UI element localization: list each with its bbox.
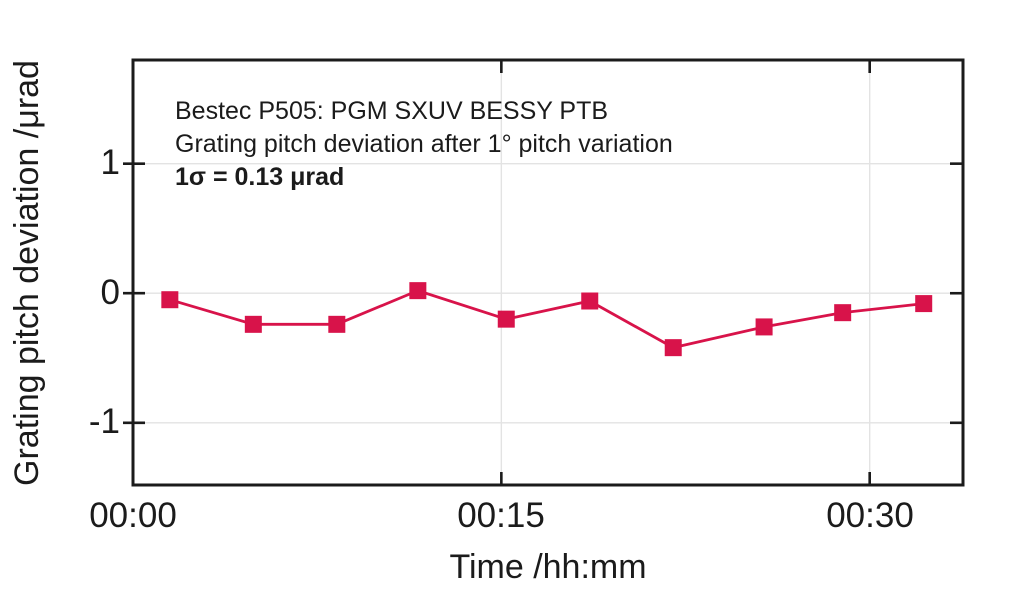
data-marker xyxy=(581,292,599,310)
annotation-sigma: 1σ = 0.13 μrad xyxy=(175,163,345,191)
data-markers xyxy=(161,282,933,357)
x-tick-label-0000: 00:00 xyxy=(89,496,177,535)
data-marker xyxy=(755,318,773,336)
gridlines xyxy=(133,60,963,485)
data-marker xyxy=(915,295,933,313)
data-marker xyxy=(328,315,346,333)
data-marker xyxy=(497,310,515,328)
y-axis-title: Grating pitch deviation /μrad xyxy=(8,60,46,486)
annotation-title: Bestec P505: PGM SXUV BESSY PTB xyxy=(175,97,609,125)
data-line xyxy=(169,289,924,350)
x-tick-label-0030: 00:30 xyxy=(826,496,914,535)
tick-marks xyxy=(123,60,963,485)
data-marker xyxy=(664,339,682,357)
y-tick-label-minus1: -1 xyxy=(88,402,120,441)
y-tick-label-0: 0 xyxy=(100,273,120,312)
y-tick-label-1: 1 xyxy=(100,143,120,182)
annotation-subtitle: Grating pitch deviation after 1° pitch v… xyxy=(175,130,673,158)
data-marker xyxy=(834,304,852,322)
data-marker xyxy=(409,282,427,300)
x-tick-label-0015: 00:15 xyxy=(457,496,545,535)
plot-border xyxy=(131,58,965,487)
x-axis-title: Time /hh:mm xyxy=(449,548,647,586)
data-marker xyxy=(244,315,262,333)
annotation-block: Bestec P505: PGM SXUV BESSY PTB Grating … xyxy=(175,95,673,194)
data-marker xyxy=(161,291,179,309)
